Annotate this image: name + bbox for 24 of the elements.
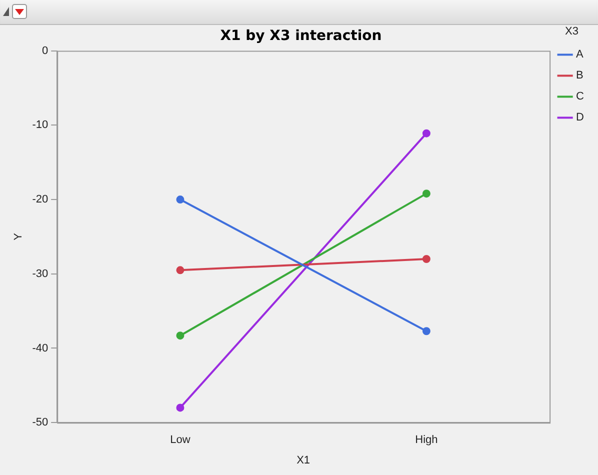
x-axis-title: X1 [296,454,310,466]
point [176,332,184,340]
legend-label: D [576,112,584,124]
legend-label: C [576,90,584,103]
y-tick-label: -10 [32,119,48,132]
point [422,190,430,198]
point [176,266,184,274]
point [422,129,430,138]
point [422,327,430,336]
legend-label: B [576,70,584,82]
y-tick-label: -50 [32,416,48,429]
y-tick-label: -30 [32,268,48,280]
chart-title: X1 by X3 interaction [220,28,382,44]
point [176,196,184,204]
y-tick-label: 0 [42,44,48,57]
x-tick-label: Low [170,434,190,446]
y-axis-title: Y [12,232,25,240]
legend-title: X3 [565,26,579,38]
point [176,404,184,412]
x-tick-label: High [415,434,438,446]
y-tick-label: -40 [32,342,48,354]
legend-label: A [576,48,584,61]
point [422,255,430,264]
y-tick-label: -20 [32,194,48,206]
